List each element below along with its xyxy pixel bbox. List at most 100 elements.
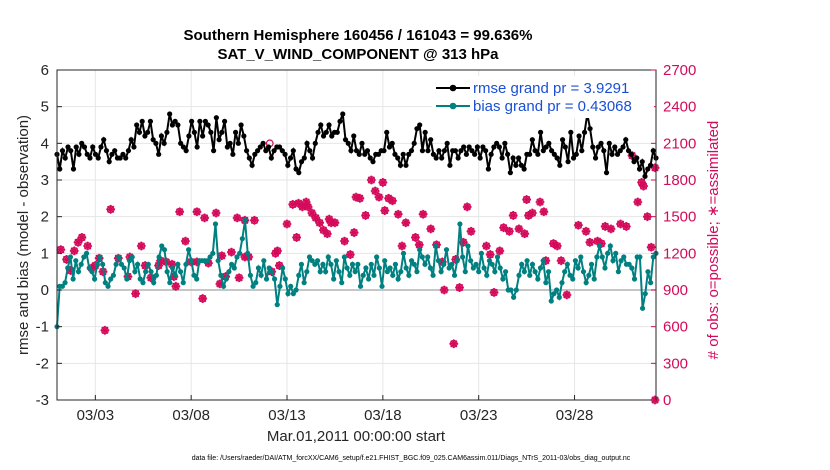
- bias-point: [207, 254, 213, 260]
- bias-point: [387, 265, 393, 271]
- bias-point: [175, 261, 181, 267]
- rmse-point: [447, 162, 453, 168]
- bias-point: [75, 269, 82, 275]
- assimilated-obs-marker: [418, 209, 428, 219]
- assimilated-obs-marker: [426, 224, 436, 234]
- rmse-point: [439, 155, 445, 161]
- assimilated-obs-marker: [156, 256, 165, 266]
- bias-point: [476, 269, 482, 275]
- rmse-point: [430, 151, 437, 157]
- bias-point: [89, 269, 95, 275]
- rmse-point: [502, 140, 508, 146]
- assimilated-obs-marker: [73, 237, 83, 247]
- assimilated-obs-marker: [181, 236, 190, 246]
- rmse-point: [191, 129, 197, 135]
- rmse-point: [139, 118, 145, 124]
- bias-point: [118, 261, 125, 267]
- bias-point: [460, 254, 466, 260]
- assimilated-obs-marker: [455, 283, 464, 292]
- bias-point: [108, 276, 114, 282]
- assimilated-obs-marker: [414, 240, 424, 250]
- assimilated-obs-marker: [499, 223, 509, 233]
- assimilated-obs-marker: [489, 288, 499, 297]
- rmse-point: [444, 140, 450, 146]
- assimilated-obs-marker: [250, 215, 259, 225]
- y-tick-label: 4: [41, 135, 49, 152]
- assimilated-obs-marker: [131, 289, 140, 299]
- bias-point: [626, 261, 632, 267]
- rmse-point: [499, 155, 505, 161]
- assimilated-obs-marker: [524, 211, 533, 220]
- rmse-point: [414, 126, 420, 132]
- assimilated-obs-marker: [573, 220, 583, 230]
- bias-point: [567, 272, 573, 278]
- bias-point: [470, 265, 476, 271]
- assimilated-obs-marker: [140, 261, 150, 270]
- bias-point: [188, 258, 194, 264]
- assimilated-obs-marker: [345, 250, 355, 259]
- bias-point: [527, 272, 533, 278]
- bias-point: [382, 258, 388, 264]
- rmse-point: [79, 140, 85, 146]
- bias-point: [239, 236, 245, 242]
- bias-point: [62, 280, 68, 286]
- bias-point: [94, 261, 100, 267]
- rmse-point: [433, 155, 439, 161]
- rmse-point: [463, 151, 470, 157]
- assimilated-obs-marker: [539, 207, 549, 217]
- rmse-point: [628, 151, 634, 157]
- bias-point: [650, 254, 656, 260]
- bias-point: [280, 265, 286, 271]
- assimilated-obs-marker: [274, 261, 284, 270]
- rmse-point: [537, 129, 544, 135]
- assimilated-obs-marker: [378, 178, 388, 187]
- rmse-point: [98, 144, 104, 150]
- bias-point: [336, 269, 342, 275]
- rmse-point: [312, 140, 318, 146]
- bias-point: [124, 276, 130, 282]
- rmse-point: [425, 148, 431, 154]
- rmse-point: [211, 148, 217, 154]
- bias-point: [497, 265, 503, 271]
- bias-point: [516, 272, 522, 278]
- rmse-point: [601, 148, 607, 154]
- bias-point: [365, 276, 372, 282]
- rmse-point: [205, 122, 211, 128]
- assimilated-obs-marker: [100, 325, 110, 335]
- rmse-point: [268, 155, 274, 161]
- rmse-point: [559, 137, 566, 143]
- bias-point: [457, 221, 463, 227]
- rmse-point: [603, 170, 610, 176]
- bias-point: [65, 265, 71, 271]
- assimilated-obs-marker: [200, 213, 209, 223]
- assimilated-obs-marker: [596, 239, 606, 248]
- rmse-point: [334, 129, 340, 135]
- bias-point: [151, 280, 157, 286]
- rmse-point: [617, 148, 623, 154]
- bias-point: [484, 272, 490, 278]
- x-axis-label: Mar.01,2011 00:00:00 start: [267, 428, 446, 445]
- bias-point: [545, 269, 552, 275]
- y-tick-label: -2: [36, 355, 49, 372]
- assimilated-obs-marker: [520, 229, 530, 239]
- bias-point: [532, 269, 538, 275]
- bias-point: [443, 247, 450, 253]
- bias-point: [631, 276, 638, 282]
- assimilated-obs-marker: [307, 208, 317, 218]
- bias-point: [430, 272, 436, 278]
- rmse-point: [235, 140, 241, 146]
- y-right-tick-label: 1200: [663, 245, 696, 262]
- bias-point: [70, 276, 76, 282]
- bias-point: [524, 258, 530, 264]
- assimilated-obs-marker: [292, 233, 301, 242]
- y-right-tick-label: 0: [663, 392, 671, 409]
- bias-point: [296, 272, 302, 278]
- y-right-tick-label: 300: [663, 355, 688, 372]
- assimilated-obs-marker: [535, 197, 545, 207]
- y-right-tick-label: 900: [663, 282, 688, 299]
- rmse-point: [570, 155, 577, 161]
- bias-point: [395, 276, 401, 282]
- rmse-point: [395, 155, 401, 161]
- assimilated-obs-marker: [466, 226, 476, 236]
- rmse-point: [208, 129, 214, 135]
